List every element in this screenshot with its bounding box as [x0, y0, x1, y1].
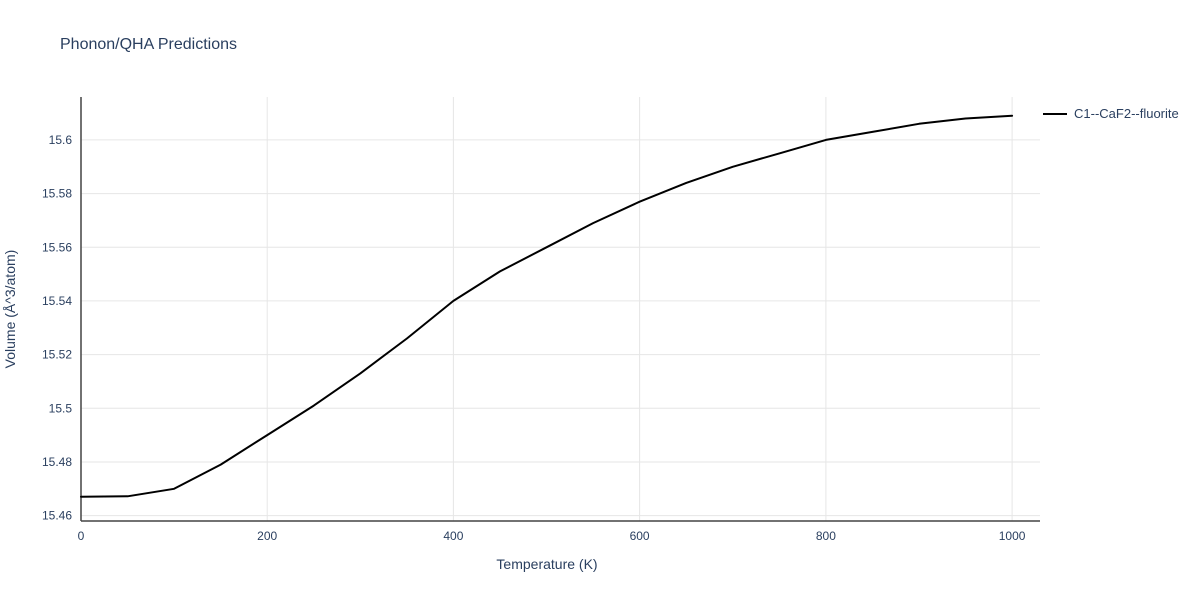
legend-label: C1--CaF2--fluorite — [1074, 106, 1179, 121]
svg-text:15.52: 15.52 — [42, 348, 72, 362]
x-axis-title: Temperature (K) — [496, 556, 598, 572]
y-axis-title: Volume (Å^3/atom) — [2, 249, 18, 369]
svg-text:15.58: 15.58 — [42, 187, 72, 201]
svg-text:800: 800 — [816, 529, 836, 543]
svg-text:15.5: 15.5 — [49, 401, 73, 415]
svg-text:0: 0 — [78, 529, 85, 543]
svg-text:15.54: 15.54 — [42, 294, 72, 308]
svg-text:15.6: 15.6 — [49, 133, 73, 147]
svg-text:15.56: 15.56 — [42, 240, 72, 254]
legend-line-sample-icon — [1043, 112, 1067, 115]
legend-item-c1-caf2-fluorite[interactable]: C1--CaF2--fluorite — [1043, 106, 1179, 121]
svg-text:1000: 1000 — [999, 529, 1026, 543]
svg-text:15.46: 15.46 — [42, 509, 72, 523]
chart-title: Phonon/QHA Predictions — [60, 36, 237, 53]
svg-text:400: 400 — [443, 529, 463, 543]
svg-text:15.48: 15.48 — [42, 455, 72, 469]
svg-text:200: 200 — [257, 529, 277, 543]
svg-text:600: 600 — [630, 529, 650, 543]
